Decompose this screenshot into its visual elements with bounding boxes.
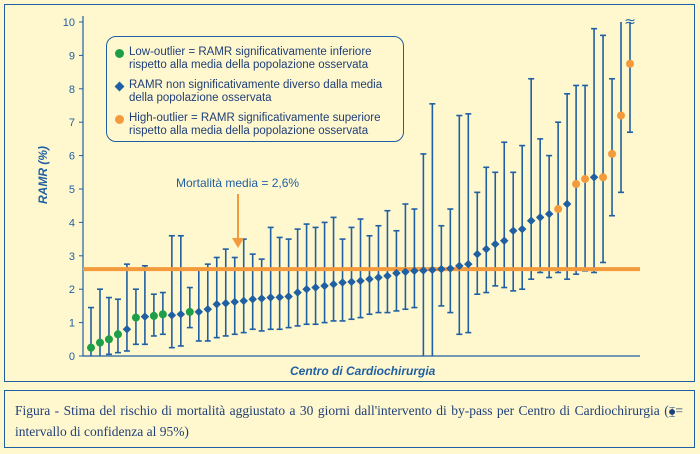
- data-point-high: [617, 111, 626, 120]
- data-point-mid: [589, 173, 599, 182]
- data-point-low: [113, 330, 122, 339]
- axis-layer: [82, 16, 640, 357]
- data-point-mid: [374, 273, 383, 282]
- data-point-mid: [365, 274, 374, 284]
- data-point-high: [626, 59, 634, 68]
- data-point-mid: [311, 283, 320, 292]
- data-point-mid: [410, 266, 419, 276]
- caption-box: Figura - Stima del rischio di mortalità …: [4, 390, 695, 448]
- data-point-mid: [499, 236, 509, 246]
- data-point-mid: [320, 281, 329, 291]
- tick-layer: 0 1 2 3 4 5 6 7 8 9 10: [63, 17, 83, 363]
- y-tick-label: 2: [69, 284, 75, 296]
- data-point-low: [185, 307, 194, 316]
- data-point-mid: [491, 239, 500, 249]
- data-point-mid: [562, 199, 572, 209]
- data-point-low: [104, 335, 113, 344]
- data-point-mid: [257, 294, 266, 303]
- legend-box: Low-outlier = RAMR significativamente in…: [106, 36, 404, 142]
- data-point-mid: [122, 325, 132, 334]
- data-point-high: [608, 149, 617, 158]
- axis-break-mark: ≈: [624, 14, 636, 30]
- y-tick-label: 10: [63, 17, 75, 29]
- data-point-mid: [517, 224, 527, 234]
- data-point-mid: [203, 304, 213, 314]
- data-point-low: [149, 311, 158, 320]
- data-point-mid: [473, 249, 482, 259]
- data-point-mid: [347, 277, 356, 287]
- data-point-mid: [392, 268, 401, 278]
- data-point-mid: [437, 264, 446, 274]
- y-tick-label: 0: [69, 351, 75, 363]
- data-point-high: [581, 174, 590, 183]
- data-point-high: [599, 173, 608, 182]
- data-point-mid: [419, 266, 428, 275]
- chart-svg: 0 1 2 3 4 5 6 7 8 9 10 ≈: [63, 14, 640, 363]
- data-point-mid: [212, 299, 222, 309]
- legend-low-label: Low-outlier = RAMR significativamente in…: [129, 46, 372, 71]
- y-tick-label: 5: [69, 184, 75, 196]
- y-tick-label: 8: [69, 84, 75, 96]
- data-point-mid: [455, 261, 464, 271]
- data-point-mid: [428, 265, 437, 275]
- caption-body-1: - Stima del rischio di mortalità aggiust…: [50, 403, 669, 418]
- data-point-mid: [383, 271, 392, 281]
- data-point-mid: [284, 292, 293, 301]
- data-point-low: [158, 310, 167, 319]
- orange-dot-icon: [115, 115, 124, 124]
- blue-diamond-icon: [114, 81, 125, 92]
- data-point-mid: [275, 292, 284, 302]
- legend-high: High-outlier = RAMR significativamente s…: [115, 112, 399, 138]
- data-point-mid: [221, 298, 230, 308]
- mean-label: Mortalità media = 2,6%: [176, 176, 300, 190]
- point-layer: [87, 59, 634, 352]
- y-tick-label: 7: [69, 117, 75, 129]
- data-point-mid: [508, 226, 518, 235]
- data-point-mid: [293, 288, 302, 297]
- y-tick-label: 6: [69, 151, 75, 163]
- legend-mid: RAMR non significativamente diverso dall…: [114, 79, 399, 105]
- data-point-mid: [194, 307, 204, 317]
- data-point-mid: [401, 267, 410, 277]
- data-point-mid: [329, 279, 338, 289]
- data-point-mid: [526, 216, 536, 225]
- data-point-mid: [356, 276, 365, 286]
- data-point-low: [131, 313, 140, 322]
- annot-layer: ≈: [232, 14, 636, 248]
- data-point-mid: [266, 293, 275, 302]
- green-dot-icon: [115, 49, 124, 58]
- data-point-high: [554, 205, 563, 214]
- y-tick-label: 4: [69, 217, 75, 229]
- data-point-mid: [140, 312, 150, 321]
- data-point-mid: [239, 296, 248, 306]
- caption-lead: Figura: [15, 403, 51, 418]
- y-tick-label: 3: [69, 251, 75, 263]
- data-point-low: [87, 343, 95, 352]
- data-point-mid: [230, 297, 239, 307]
- errbar-layer: [88, 22, 633, 356]
- data-point-mid: [176, 310, 186, 319]
- y-axis-title: RAMR (%): [36, 146, 50, 204]
- data-point-mid: [464, 259, 473, 269]
- y-tick-label: 1: [69, 318, 75, 330]
- data-point-mid: [248, 294, 257, 304]
- data-point-mid: [302, 284, 311, 294]
- caption-text: Figura - Stima del rischio di mortalità …: [15, 401, 683, 441]
- data-point-mid: [482, 244, 491, 254]
- legend-high-label: High-outlier = RAMR significativamente s…: [129, 112, 381, 137]
- ci-glyph-icon: ⧳: [668, 406, 676, 418]
- data-point-high: [572, 179, 581, 188]
- caption-body-2: = intervallo di confidenza al 95%): [15, 403, 683, 439]
- mean-arrow-head: [232, 238, 244, 248]
- data-point-mid: [167, 311, 177, 320]
- data-point-mid: [446, 264, 455, 273]
- data-point-low: [95, 338, 104, 347]
- x-axis-title: Centro di Cardiochirurgia: [290, 364, 436, 378]
- y-tick-label: 9: [69, 50, 75, 62]
- data-point-mid: [338, 278, 347, 287]
- data-point-mid: [535, 213, 545, 222]
- legend-mid-label: RAMR non significativamente diverso dall…: [129, 79, 383, 104]
- data-point-mid: [544, 209, 554, 219]
- legend-low: Low-outlier = RAMR significativamente in…: [115, 46, 399, 72]
